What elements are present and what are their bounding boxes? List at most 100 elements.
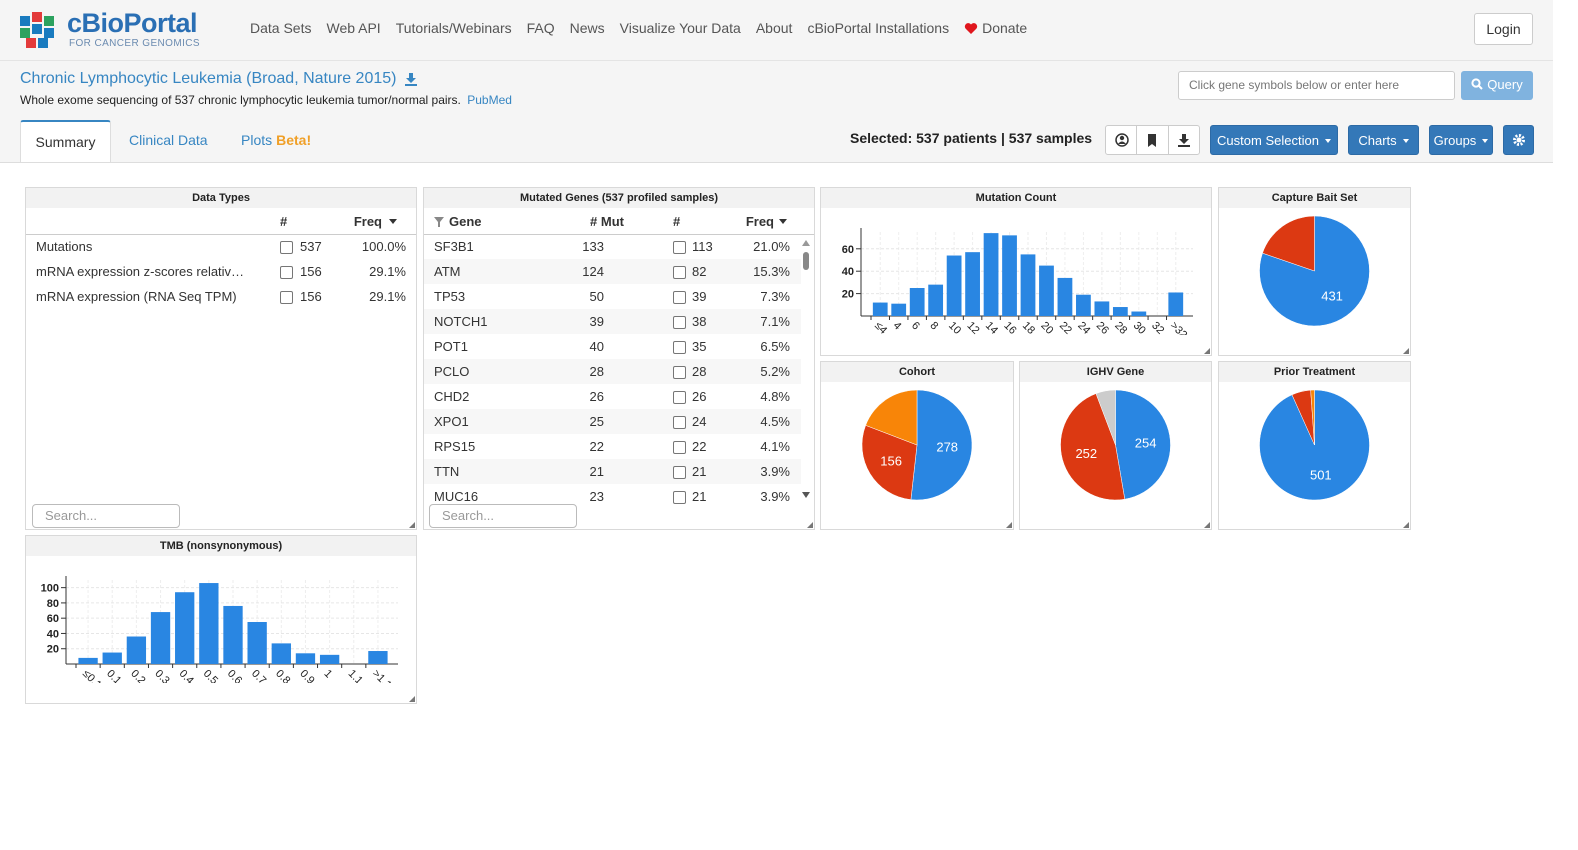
- resize-handle: [1204, 522, 1210, 528]
- gear-icon: [1512, 134, 1525, 146]
- checkbox[interactable]: [673, 441, 686, 454]
- selected-patients: 537 patients: [916, 130, 998, 146]
- dropdown-button[interactable]: Custom Selection: [1210, 125, 1338, 155]
- download-icon[interactable]: [404, 72, 418, 86]
- settings-button[interactable]: [1503, 125, 1534, 155]
- mutation-count: 124: [582, 264, 604, 279]
- checkbox[interactable]: [673, 241, 686, 254]
- x-tick-label: 6: [909, 320, 922, 333]
- resize-handle: [409, 696, 415, 702]
- bar: [1168, 292, 1184, 316]
- slice-label: 501: [1310, 468, 1332, 483]
- nav-link[interactable]: Web API: [326, 20, 381, 36]
- bar: [1112, 307, 1128, 316]
- table-header-line: [424, 234, 814, 235]
- search-input[interactable]: Search...: [429, 504, 577, 528]
- slice-label: 254: [1135, 435, 1157, 450]
- mutation-count: 23: [589, 489, 604, 504]
- gene-query-input[interactable]: Click gene symbols below or enter here: [1178, 71, 1455, 100]
- column-header: Gene: [449, 214, 482, 229]
- card-title: Mutation Count: [821, 188, 1211, 208]
- checkbox[interactable]: [673, 366, 686, 379]
- y-tick-label: 80: [47, 598, 59, 610]
- checkbox[interactable]: [673, 291, 686, 304]
- nav-link[interactable]: FAQ: [526, 20, 555, 36]
- handle: [409, 696, 415, 702]
- checkbox[interactable]: [280, 241, 293, 254]
- column-header: #: [673, 214, 681, 229]
- donate-link[interactable]: Donate: [964, 20, 1027, 36]
- nav-link[interactable]: News: [569, 20, 605, 36]
- x-tick-label: 8: [928, 320, 941, 333]
- row-stripe: [424, 359, 801, 384]
- x-tick-label: 28: [1112, 320, 1129, 335]
- pubmed-link[interactable]: PubMed: [467, 93, 512, 107]
- logo-icon: [20, 12, 54, 48]
- sample-count: 537: [300, 239, 322, 254]
- checkbox[interactable]: [673, 416, 686, 429]
- mutation-count: 133: [582, 239, 604, 254]
- x-tick-label: 20: [1038, 320, 1055, 335]
- dropdown-button[interactable]: Groups: [1429, 125, 1493, 155]
- nav-link[interactable]: Visualize Your Data: [619, 20, 741, 36]
- checkbox[interactable]: [673, 266, 686, 279]
- download-button[interactable]: [1167, 126, 1199, 154]
- x-tick-label: 0.4: [177, 668, 196, 683]
- pie-slice: [1262, 215, 1315, 272]
- nav-link[interactable]: cBioPortal Installations: [807, 20, 950, 36]
- checkbox[interactable]: [673, 491, 686, 504]
- study-title[interactable]: Chronic Lymphocytic Leukemia (Broad, Nat…: [20, 70, 397, 87]
- checkbox[interactable]: [673, 391, 686, 404]
- logo-title[interactable]: cBioPortal: [67, 8, 198, 38]
- chart: 254 252: [1060, 389, 1171, 501]
- bar: [965, 252, 980, 316]
- separator: |: [1000, 130, 1005, 146]
- sample-count: 22: [692, 439, 707, 454]
- pie-slice: [910, 389, 973, 501]
- x-tick-label: 0.2: [128, 668, 147, 683]
- frequency: 6.5%: [760, 339, 790, 354]
- nav-link[interactable]: Tutorials/Webinars: [395, 20, 512, 36]
- query-button[interactable]: Query: [1461, 71, 1533, 100]
- search-input[interactable]: Search...: [32, 504, 180, 528]
- checkbox[interactable]: [673, 341, 686, 354]
- bar: [983, 233, 999, 316]
- row-stripe: [424, 409, 801, 434]
- filter-icon: [434, 217, 444, 227]
- pie-slice: [1115, 389, 1171, 500]
- checkbox[interactable]: [673, 466, 686, 479]
- x-tick-label: ≤0.1: [80, 668, 104, 683]
- nav-link[interactable]: About: [755, 20, 793, 36]
- dropdown-button[interactable]: Charts: [1348, 125, 1419, 155]
- chart: 278 156: [861, 389, 973, 501]
- heart: [964, 22, 978, 34]
- x-tick-label: 22: [1057, 320, 1074, 335]
- patient-view-button[interactable]: [1106, 126, 1136, 154]
- bar: [199, 583, 219, 664]
- x-tick-label: 26: [1094, 320, 1111, 335]
- bar: [928, 284, 944, 316]
- bar: [126, 636, 147, 664]
- slice-label: 252: [1075, 446, 1097, 461]
- mutated-genes-card: Mutated Genes (537 profiled samples) Gene…: [423, 187, 815, 530]
- bar: [102, 652, 122, 664]
- bar: [1002, 235, 1017, 316]
- tab[interactable]: Plots Beta!: [241, 120, 311, 162]
- sample-count: 21: [692, 464, 707, 479]
- checkbox[interactable]: [280, 291, 293, 304]
- button-label: Custom Selection: [1217, 133, 1319, 148]
- mutation-count: 21: [589, 464, 604, 479]
- scroll-thumb: [803, 252, 809, 270]
- checkbox[interactable]: [673, 316, 686, 329]
- frequency: 29.1%: [369, 289, 406, 304]
- query-label: Query: [1487, 77, 1523, 92]
- frequency: 15.3%: [753, 264, 790, 279]
- checkbox[interactable]: [280, 266, 293, 279]
- tab[interactable]: Clinical Data: [129, 120, 208, 162]
- tab[interactable]: Summary: [20, 120, 111, 162]
- nav-link[interactable]: Data Sets: [250, 20, 312, 36]
- bookmark-button[interactable]: [1136, 126, 1167, 154]
- login-button[interactable]: Login: [1474, 13, 1533, 45]
- icon-button-group: [1105, 125, 1200, 155]
- bar-chart-card: 20 40 60 80 100 ≤0.1 0.1 0.2 0.3 0.4 0.5 0.6 0.7 0.8 0…: [25, 535, 417, 704]
